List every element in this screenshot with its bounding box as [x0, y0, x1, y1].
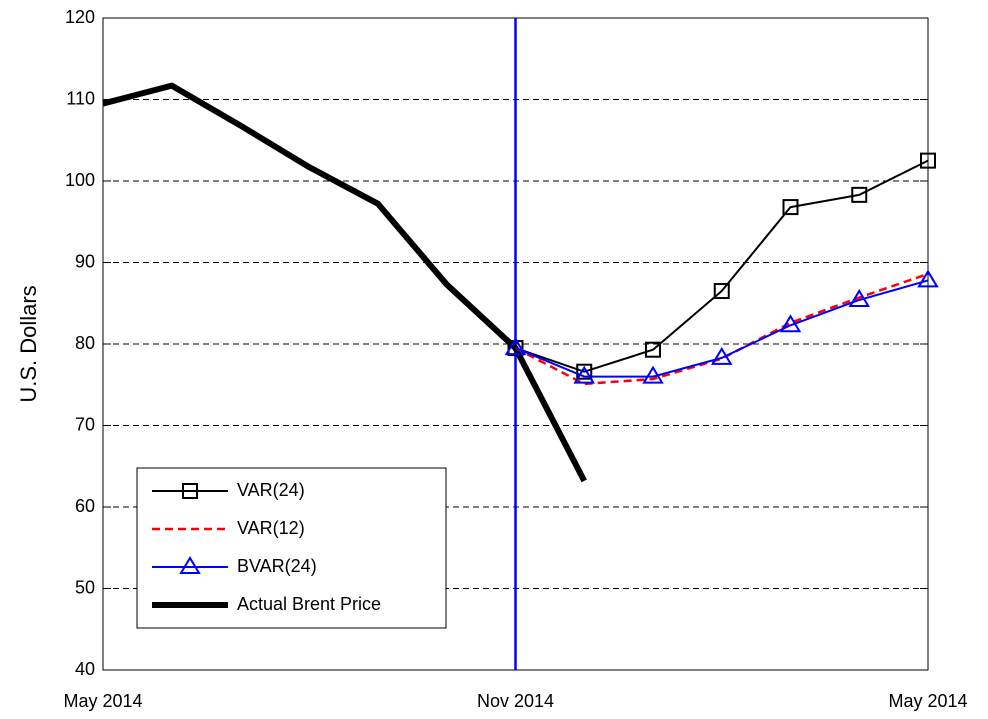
marker — [645, 341, 661, 358]
marker — [710, 346, 733, 365]
marker — [713, 283, 730, 300]
marker — [182, 483, 198, 499]
y-tick-label: 90 — [75, 251, 95, 271]
marker — [504, 337, 527, 356]
legend-label: VAR(24) — [237, 480, 305, 500]
marker — [179, 556, 201, 574]
marker — [642, 365, 664, 384]
y-tick-label: 60 — [75, 496, 95, 516]
series-line — [515, 279, 929, 378]
y-tick-label: 40 — [75, 659, 95, 679]
marker — [779, 314, 802, 333]
series-line — [515, 159, 929, 373]
y-tick-label: 80 — [75, 333, 95, 353]
marker — [573, 365, 596, 384]
marker — [848, 289, 871, 307]
y-tick-label: 120 — [65, 7, 95, 27]
legend: VAR(24) VAR(12) BVAR(24) Actual Brent Price — [136, 467, 447, 629]
series-line — [102, 82, 587, 483]
y-axis-label: U.S. Dollars — [16, 285, 41, 402]
y-tick-label: 70 — [75, 414, 95, 434]
x-tick-label: May 2014 — [63, 691, 142, 711]
marker — [851, 186, 868, 203]
y-tick-label: 50 — [75, 577, 95, 597]
legend-label: Actual Brent Price — [237, 594, 381, 614]
legend-label: BVAR(24) — [237, 556, 317, 576]
marker — [576, 363, 593, 380]
legend-label: VAR(12) — [237, 518, 305, 538]
x-tick-label: May 2014 — [888, 691, 967, 711]
legend-box — [136, 467, 447, 629]
marker — [917, 269, 939, 288]
x-tick-label: Nov 2014 — [477, 691, 554, 711]
marker — [920, 152, 936, 169]
y-tick-label: 100 — [65, 170, 95, 190]
y-tick-label: 110 — [66, 88, 95, 108]
series-line — [514, 272, 929, 386]
marker — [782, 199, 799, 216]
